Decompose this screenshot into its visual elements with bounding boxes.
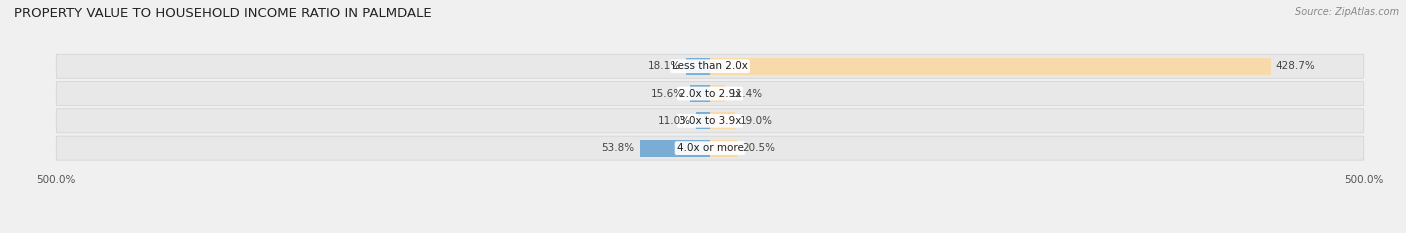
Bar (640, 140, 710, 157)
FancyBboxPatch shape (56, 136, 1364, 160)
Text: 4.0x or more: 4.0x or more (676, 143, 744, 153)
Bar (696, 112, 710, 129)
Text: 15.6%: 15.6% (651, 89, 685, 99)
Text: 19.0%: 19.0% (740, 116, 773, 126)
Text: PROPERTY VALUE TO HOUSEHOLD INCOME RATIO IN PALMDALE: PROPERTY VALUE TO HOUSEHOLD INCOME RATIO… (14, 7, 432, 20)
Bar (710, 58, 1271, 75)
FancyBboxPatch shape (56, 82, 1364, 106)
Text: 53.8%: 53.8% (602, 143, 634, 153)
Text: Less than 2.0x: Less than 2.0x (672, 61, 748, 71)
Text: 428.7%: 428.7% (1275, 61, 1316, 71)
Bar (689, 85, 710, 102)
Text: 2.0x to 2.9x: 2.0x to 2.9x (679, 89, 741, 99)
Text: 11.4%: 11.4% (730, 89, 763, 99)
Text: 18.1%: 18.1% (648, 61, 681, 71)
FancyBboxPatch shape (56, 109, 1364, 133)
Bar (710, 85, 725, 102)
Text: 3.0x to 3.9x: 3.0x to 3.9x (679, 116, 741, 126)
FancyBboxPatch shape (56, 54, 1364, 78)
Bar (686, 58, 710, 75)
Bar (710, 140, 737, 157)
Text: 20.5%: 20.5% (742, 143, 775, 153)
Text: 11.0%: 11.0% (658, 116, 690, 126)
Bar (710, 112, 735, 129)
Text: Source: ZipAtlas.com: Source: ZipAtlas.com (1295, 7, 1399, 17)
